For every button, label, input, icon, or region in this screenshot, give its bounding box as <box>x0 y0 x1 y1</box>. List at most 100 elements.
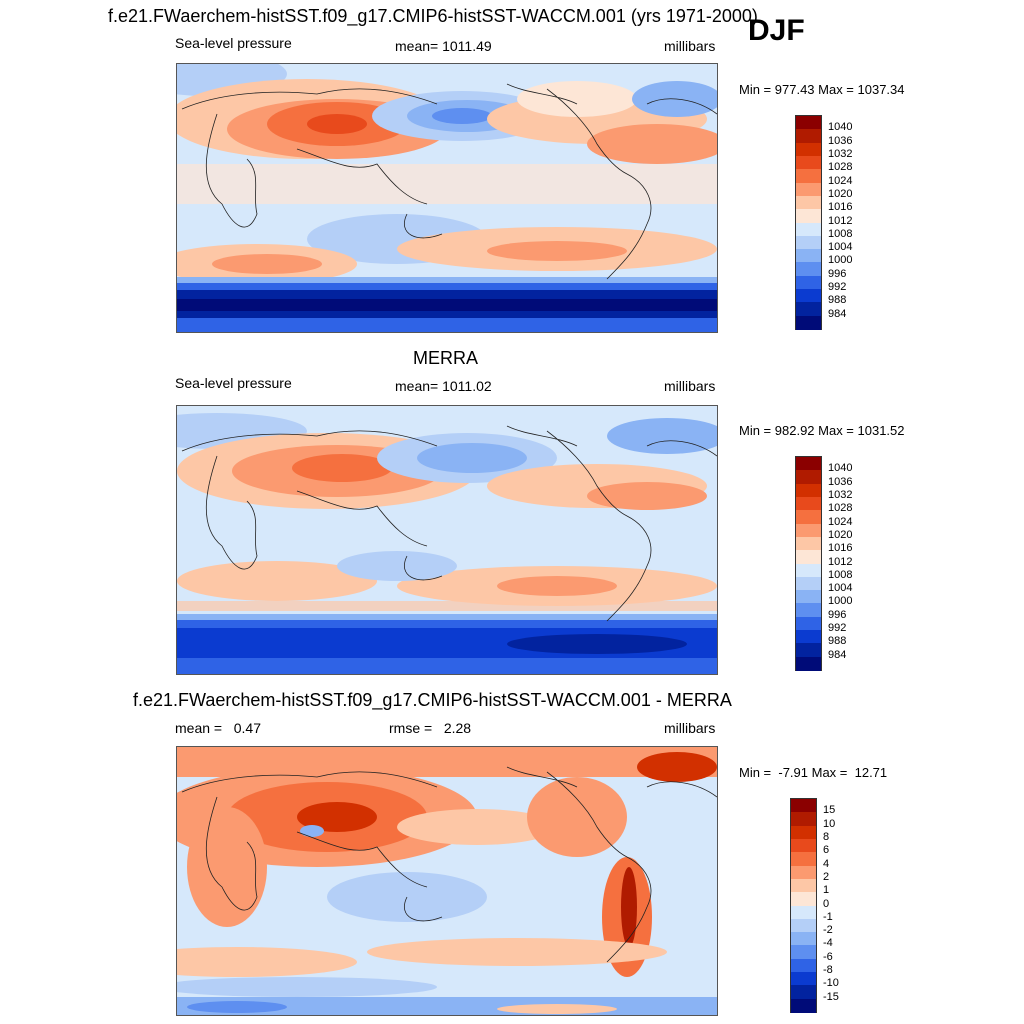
colorbar-tick-label: 992 <box>828 281 847 294</box>
colorbar-tick-label: 1004 <box>828 241 853 254</box>
colorbar-box <box>796 590 821 604</box>
colorbar-tick-label: -4 <box>823 937 833 950</box>
panel-title-model: f.e21.FWaerchem-histSST.f09_g17.CMIP6-hi… <box>108 6 758 26</box>
colorbar-box <box>796 483 821 498</box>
rmse-label-diff: rmse = 2.28 <box>389 720 472 736</box>
colorbar-tick-label: 1 <box>823 884 830 897</box>
colorbar-box <box>796 630 821 644</box>
colorbar-tick-label: 1036 <box>828 475 853 488</box>
colorbar-box <box>791 945 816 960</box>
colorbar-box <box>796 129 821 144</box>
panel-title-diff: f.e21.FWaerchem-histSST.f09_g17.CMIP6-hi… <box>133 690 732 710</box>
colorbar-box <box>791 958 816 973</box>
colorbar-box <box>791 905 816 920</box>
mean-label-model: mean= 1011.49 <box>395 38 492 54</box>
colorbar-tick-label: -6 <box>823 950 833 963</box>
colorbar-tick-label: 1000 <box>828 595 853 608</box>
minmax-diff: Min = -7.91 Max = 12.71 <box>739 765 888 780</box>
colorbar-box <box>791 972 816 986</box>
colorbar-box <box>796 302 821 317</box>
colorbar-tick-label: 1008 <box>828 227 853 240</box>
colorbar-box <box>796 457 821 471</box>
colorbar-tick-label: 984 <box>828 307 847 320</box>
panel-title-obs: MERRA <box>413 348 479 368</box>
colorbar-tick-label: 1020 <box>828 187 853 200</box>
colorbar-tick-label: -10 <box>823 977 839 990</box>
colorbar-box <box>791 892 816 906</box>
colorbar-box <box>791 825 816 840</box>
colorbar-box <box>791 932 816 946</box>
colorbar-box <box>796 222 821 237</box>
colorbar-tick-label: 984 <box>828 648 847 661</box>
colorbar-box <box>796 116 821 130</box>
colorbar-box <box>791 985 816 1000</box>
colorbar-box <box>796 656 821 671</box>
colorbar-box <box>796 470 821 485</box>
colorbar-box <box>796 249 821 263</box>
units-label-model: millibars <box>664 38 716 54</box>
colorbar-box <box>791 865 816 880</box>
colorbar-box <box>796 155 821 170</box>
colorbar-tick-label: 1004 <box>828 582 853 595</box>
colorbar-tick-label: 0 <box>823 897 830 910</box>
colorbar-tick-label: 1016 <box>828 201 853 214</box>
minmax-obs: Min = 982.92 Max = 1031.52 <box>739 423 905 438</box>
colorbar-box <box>791 838 816 853</box>
minmax-model: Min = 977.43 Max = 1037.34 <box>739 82 905 97</box>
colorbar-box <box>796 563 821 578</box>
units-label-diff: millibars <box>664 720 716 736</box>
colorbar-tick-label: 1000 <box>828 254 853 267</box>
colorbar-obs <box>795 456 822 671</box>
colorbar-tick-label: 996 <box>828 608 847 621</box>
colorbar-box <box>796 616 821 631</box>
colorbar-box <box>796 603 821 618</box>
colorbar-tick-label: 988 <box>828 635 847 648</box>
colorbar-model <box>795 115 822 330</box>
colorbar-tick-label: 10 <box>823 817 836 830</box>
season-label: DJF <box>748 14 805 47</box>
colorbar-tick-label: 4 <box>823 857 830 870</box>
mean-label-obs: mean= 1011.02 <box>395 378 492 394</box>
colorbar-box <box>796 235 821 250</box>
colorbar-box <box>791 812 816 827</box>
colorbar-tick-label: 1028 <box>828 161 853 174</box>
variable-label-obs: Sea-level pressure <box>175 375 292 391</box>
colorbar-box <box>796 523 821 538</box>
colorbar-tick-label: 996 <box>828 267 847 280</box>
colorbar-box <box>796 142 821 157</box>
map-diff <box>176 746 718 1016</box>
colorbar-tick-label: 988 <box>828 294 847 307</box>
colorbar-tick-label: 1024 <box>828 515 853 528</box>
colorbar-box <box>796 550 821 564</box>
colorbar-tick-label: 1012 <box>828 555 853 568</box>
colorbar-tick-label: 992 <box>828 622 847 635</box>
mean-label-diff: mean = 0.47 <box>175 720 262 736</box>
units-label-obs: millibars <box>664 378 716 394</box>
colorbar-box <box>796 643 821 658</box>
colorbar-tick-label: 1024 <box>828 174 853 187</box>
colorbar-box <box>791 878 816 893</box>
colorbar-tick-label: 1040 <box>828 121 853 134</box>
colorbar-box <box>791 799 816 813</box>
colorbar-tick-label: 1016 <box>828 542 853 555</box>
colorbar-box <box>796 182 821 197</box>
colorbar-tick-label: 1032 <box>828 147 853 160</box>
colorbar-tick-label: 1020 <box>828 528 853 541</box>
colorbar-tick-label: 1036 <box>828 134 853 147</box>
map-obs <box>176 405 718 675</box>
colorbar-box <box>796 275 821 290</box>
colorbar-box <box>796 209 821 223</box>
colorbar-box <box>791 918 816 933</box>
colorbar-tick-label: 1040 <box>828 462 853 475</box>
colorbar-tick-label: 1028 <box>828 502 853 515</box>
colorbar-tick-label: -15 <box>823 990 839 1003</box>
colorbar-tick-label: -2 <box>823 924 833 937</box>
colorbar-box <box>791 852 816 867</box>
colorbar-box <box>796 536 821 551</box>
colorbar-tick-label: -1 <box>823 910 833 923</box>
colorbar-box <box>796 576 821 591</box>
colorbar-box <box>796 510 821 525</box>
colorbar-box <box>791 998 816 1013</box>
colorbar-tick-label: 2 <box>823 870 830 883</box>
colorbar-box <box>796 289 821 303</box>
